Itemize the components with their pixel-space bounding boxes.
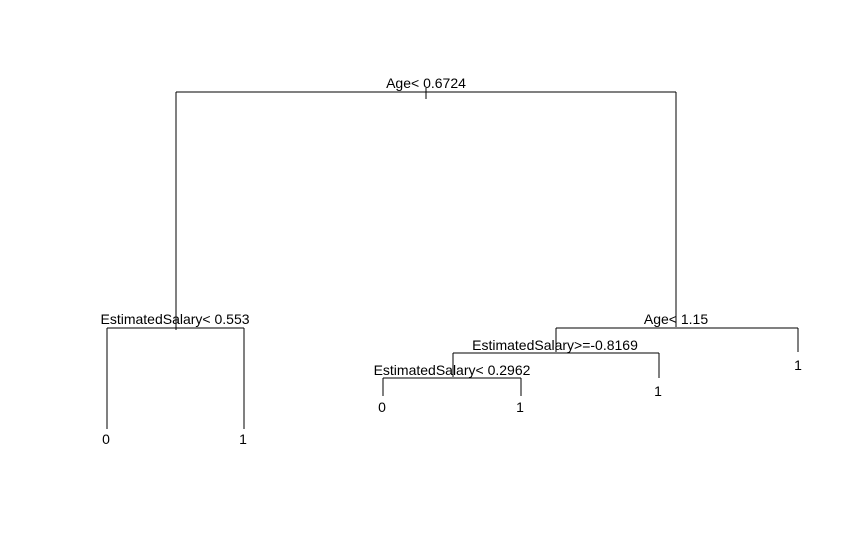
left-split-label: EstimatedSalary< 0.553	[100, 311, 249, 327]
right-split-connector	[555, 327, 799, 352]
leaf-right-left-right: 1	[654, 383, 662, 399]
leaf-right-left-left-left: 0	[378, 399, 386, 415]
right-left-split-label: EstimatedSalary>=-0.8169	[472, 337, 638, 353]
leaf-right-left-left-right: 1	[516, 399, 524, 415]
right-left-left-split-label: EstimatedSalary< 0.2962	[374, 362, 531, 378]
right-split-label: Age< 1.15	[644, 311, 708, 327]
root-split-connector	[175, 88, 677, 330]
left-split-connector	[106, 327, 245, 429]
root-split-label: Age< 0.6724	[386, 75, 466, 91]
right-left-split-connector	[452, 352, 660, 378]
leaf-left-right: 1	[239, 431, 247, 447]
leaf-right-right: 1	[794, 357, 802, 373]
right-left-left-split-connector	[382, 377, 522, 396]
leaf-left-left: 0	[102, 431, 110, 447]
